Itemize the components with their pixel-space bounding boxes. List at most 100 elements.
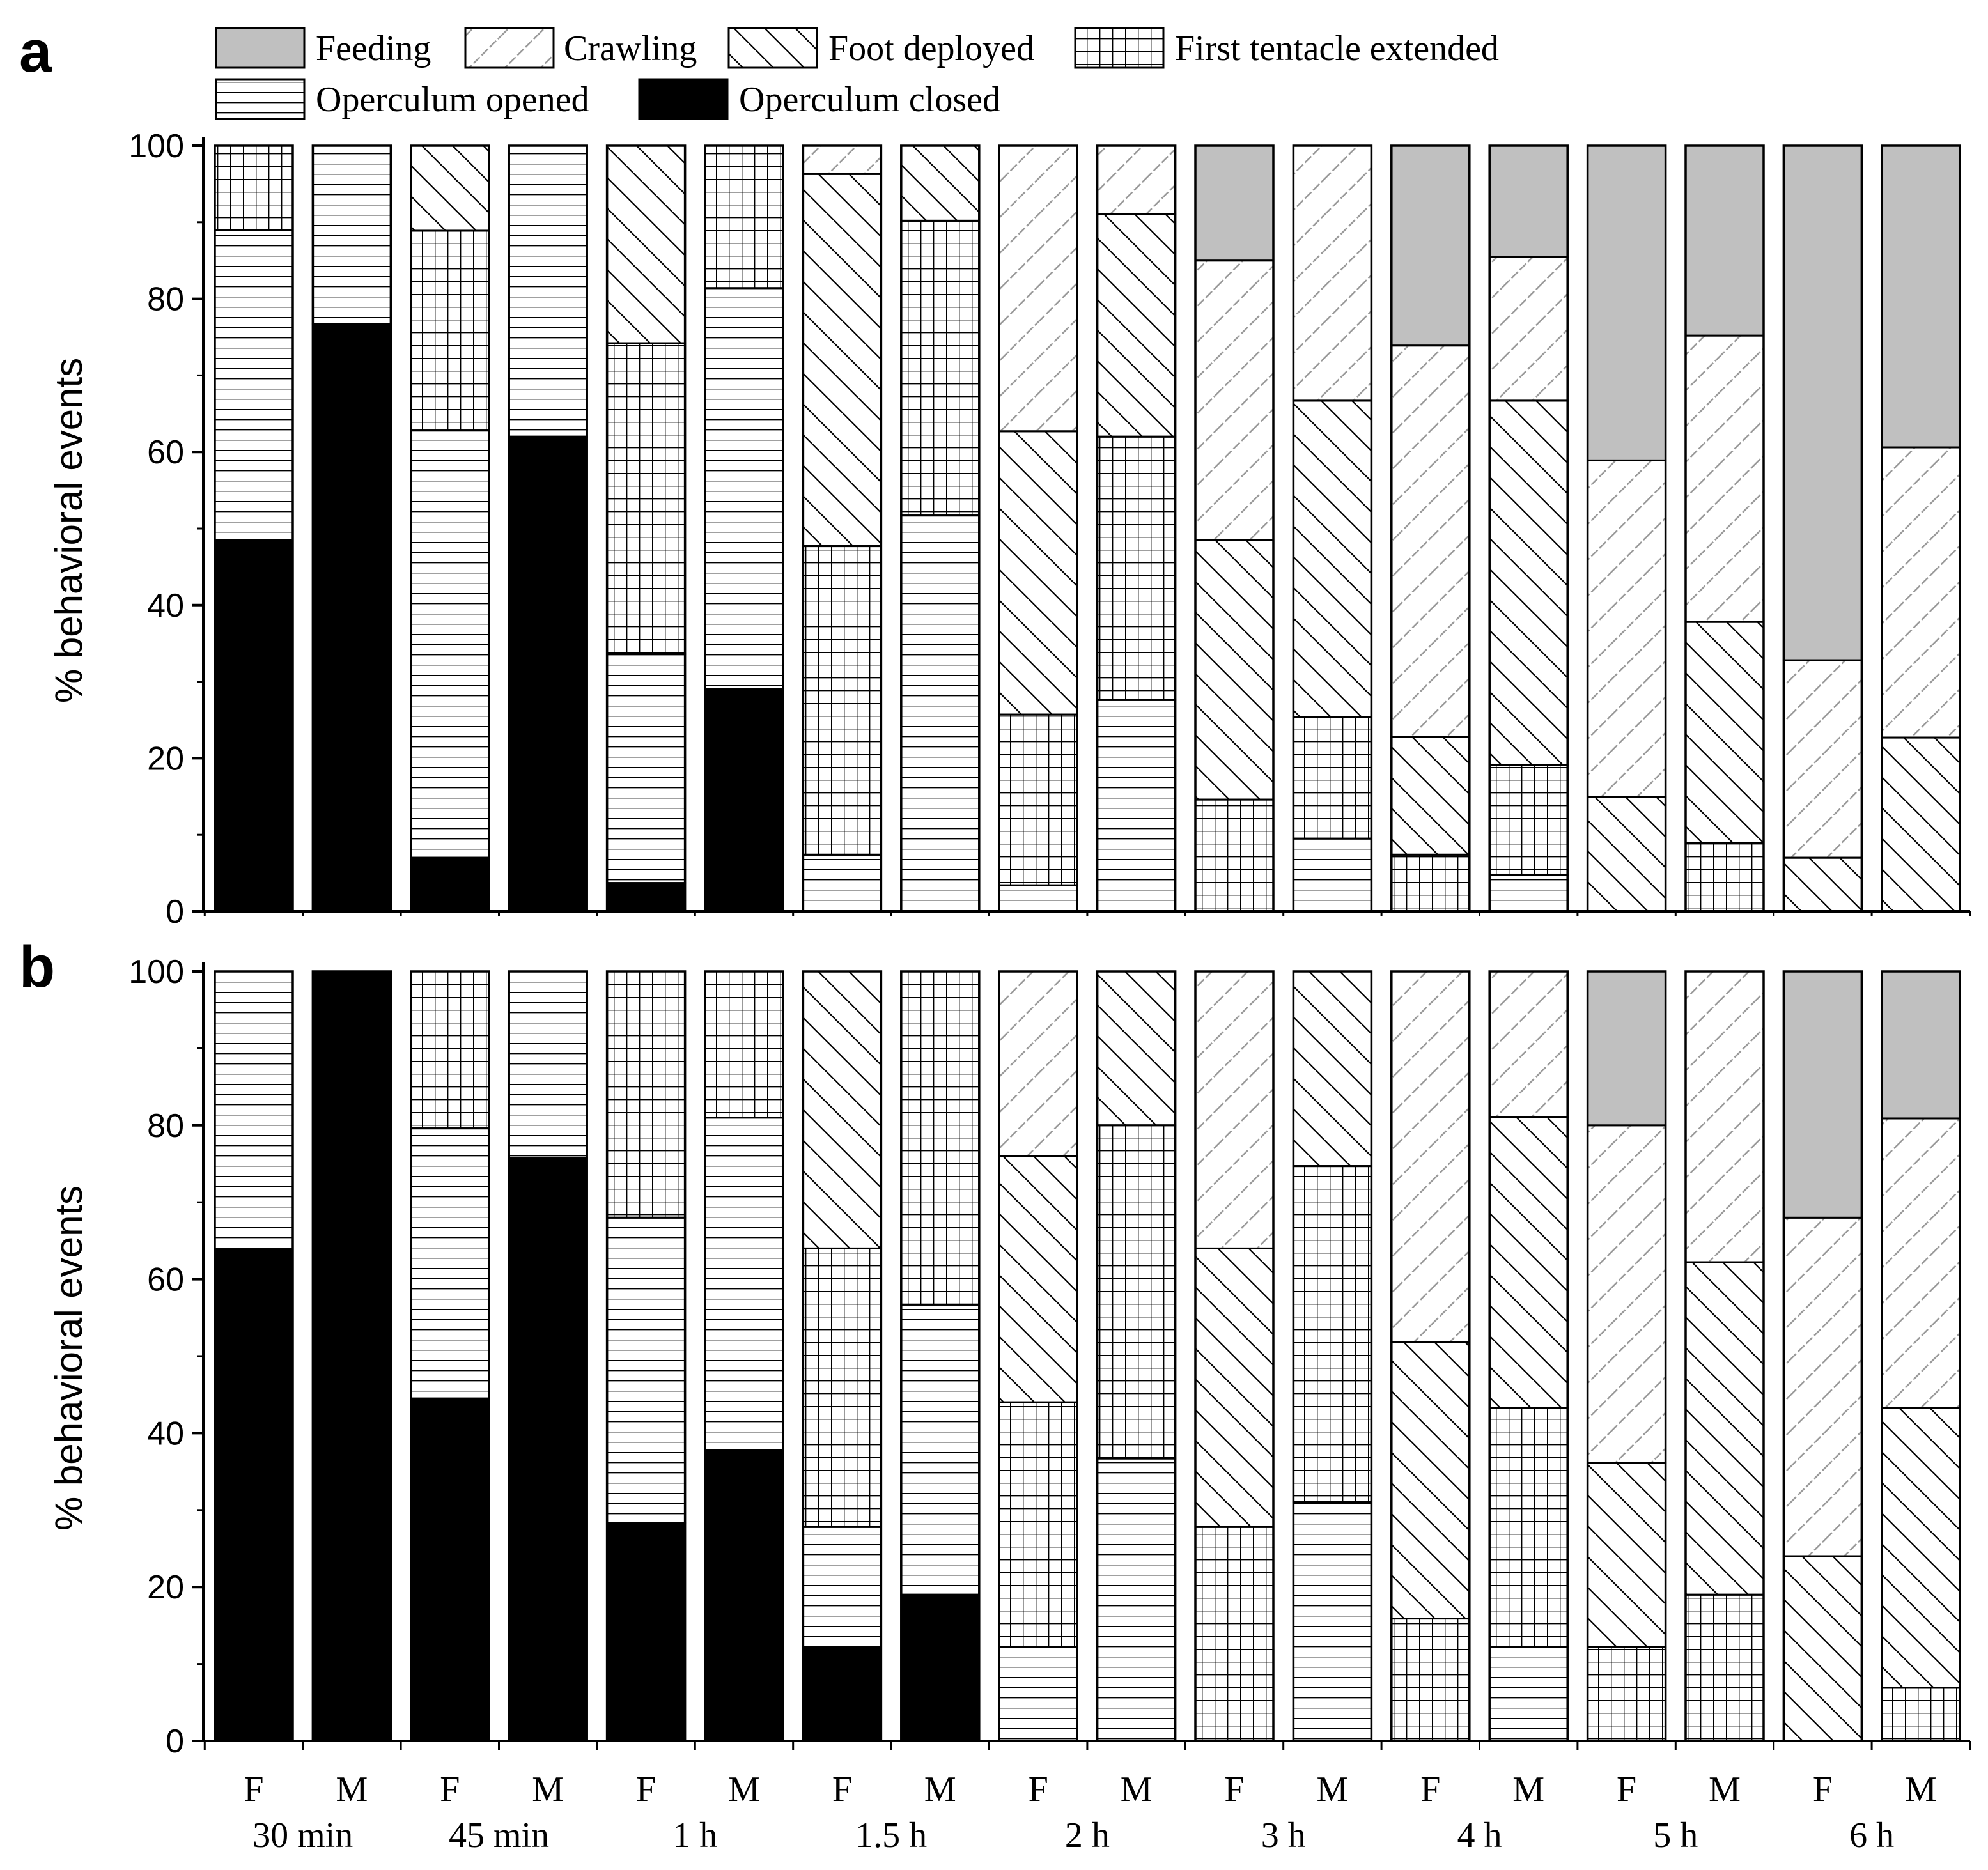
bar-segment-foot (802, 173, 882, 548)
bar-segment-foot (900, 144, 981, 222)
x-axis-labels: F M F M F M F M F M F M F M F M F M 30 min 45 min 1 h 1.5 h 2 … (244, 1770, 1936, 1855)
bar-segment-feeding (1390, 144, 1471, 347)
x-category-label: F (1420, 1770, 1440, 1809)
legend-label-operculum-opened: Operculum opened (316, 80, 589, 120)
bar-segment-tentacle (410, 970, 490, 1130)
bar-segment-closed (508, 435, 588, 913)
bar-segment-feeding (1587, 970, 1667, 1127)
bar-segment-tentacle (1684, 842, 1765, 913)
bar-segment-closed (214, 539, 294, 913)
bar-segment-feeding (1881, 144, 1961, 449)
bar-segment-crawling (1390, 970, 1471, 1343)
x-category-label: M (924, 1770, 956, 1809)
bar-segment-tentacle (900, 970, 981, 1306)
bar-segment-closed (900, 1593, 981, 1742)
bar-b-14 (1488, 970, 1569, 1742)
bar-segment-tentacle (606, 342, 687, 655)
bar-segment-tentacle (802, 1247, 882, 1528)
bar-segment-feeding (1194, 144, 1275, 262)
bar-segment-foot (998, 430, 1078, 716)
bar-b-5 (605, 970, 687, 1742)
bar-segment-foot (1194, 539, 1275, 801)
x-category-label: M (336, 1770, 368, 1809)
y-tick-label: 80 (147, 1108, 184, 1145)
bar-segment-opened (214, 970, 294, 1251)
bar-segment-foot (1587, 1462, 1667, 1648)
bar-a-6 (704, 144, 784, 913)
bar-a-10 (1096, 144, 1177, 913)
bar-segment-closed (410, 1397, 490, 1742)
bar-b-3 (410, 970, 490, 1742)
bar-segment-opened (214, 229, 294, 541)
bar-b-16 (1684, 970, 1765, 1742)
bar-a-3 (410, 144, 490, 913)
legend-item-feeding: Feeding (215, 27, 431, 69)
bar-segment-closed (311, 970, 392, 1742)
bar-a-12 (1292, 144, 1373, 913)
bar-segment-foot (1194, 1247, 1275, 1528)
bar-segment-opened (998, 1646, 1078, 1742)
y-tick-label: 40 (147, 1415, 184, 1452)
bar-b-2 (311, 970, 392, 1742)
bar-segment-crawling (1292, 144, 1372, 402)
bar-segment-tentacle (1096, 435, 1177, 701)
bar-segment-opened (410, 1127, 490, 1400)
legend-swatch-foot-deployed (727, 27, 818, 69)
x-category-label: F (636, 1770, 656, 1809)
bar-segment-foot (1390, 736, 1471, 856)
x-group-label: 4 h (1457, 1816, 1502, 1855)
x-category-label: M (1317, 1770, 1349, 1809)
bar-b-11 (1194, 970, 1275, 1742)
x-category-label: F (244, 1770, 263, 1809)
y-tick-label: 60 (147, 434, 184, 471)
legend-label-feeding: Feeding (316, 29, 431, 68)
x-group-label: 2 h (1065, 1816, 1110, 1855)
bar-segment-tentacle (1292, 716, 1372, 840)
legend-item-foot-deployed: Foot deployed (727, 27, 1034, 69)
x-group-label: 6 h (1849, 1816, 1894, 1855)
x-category-label: F (1224, 1770, 1244, 1809)
bar-segment-tentacle (1194, 1526, 1275, 1742)
bar-segment-crawling (1881, 446, 1961, 739)
bar-segment-tentacle (900, 219, 981, 517)
bar-segment-closed (606, 1522, 687, 1742)
bar-segment-opened (1488, 1646, 1569, 1742)
panel-label-a: a (19, 19, 52, 84)
bar-segment-feeding (1587, 144, 1667, 461)
bar-b-6 (704, 970, 784, 1742)
y-tick-label: 100 (128, 954, 184, 991)
bar-a-7 (802, 144, 883, 913)
bar-b-15 (1586, 970, 1667, 1742)
y-tick-label: 20 (147, 740, 184, 777)
bar-b-17 (1782, 970, 1863, 1742)
bar-segment-foot (1488, 1116, 1569, 1409)
bar-segment-closed (802, 1646, 882, 1742)
bar-segment-tentacle (606, 970, 687, 1219)
bar-segment-opened (704, 1117, 784, 1451)
bar-segment-feeding (1488, 144, 1569, 258)
x-category-label: M (532, 1770, 564, 1809)
legend-item-operculum-closed: Operculum closed (638, 78, 1000, 120)
panel-b: 0 20 40 60 80 100 (128, 954, 1971, 1760)
bar-segment-foot (1684, 621, 1765, 844)
legend: Feeding Crawling Foot deployed First ten… (215, 27, 1499, 120)
bar-segment-opened (802, 1526, 882, 1648)
x-category-label: M (1905, 1770, 1937, 1809)
bar-segment-tentacle (1488, 1407, 1569, 1648)
bar-segment-crawling (1684, 970, 1765, 1263)
bar-segment-opened (802, 853, 882, 913)
legend-item-first-tentacle: First tentacle extended (1074, 27, 1499, 69)
y-tick-label: 80 (147, 281, 184, 318)
bar-segment-crawling (1390, 344, 1471, 738)
bar-a-2 (311, 144, 392, 913)
bar-segment-crawling (802, 144, 882, 175)
bar-segment-opened (998, 884, 1078, 913)
bar-segment-foot (1881, 736, 1961, 913)
bar-segment-opened (1292, 1501, 1372, 1742)
bar-a-8 (900, 144, 981, 913)
bar-a-1 (214, 144, 294, 913)
bar-segment-foot (1292, 970, 1372, 1168)
bar-segment-closed (508, 1157, 588, 1742)
bar-segment-tentacle (410, 229, 490, 432)
